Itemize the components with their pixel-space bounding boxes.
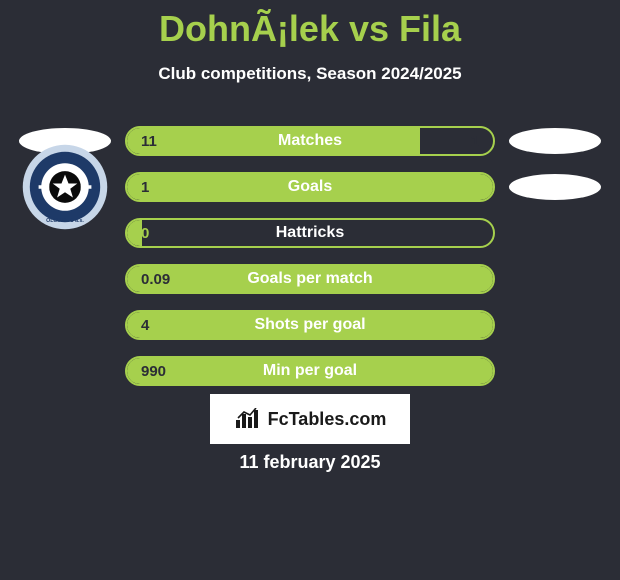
page-subtitle: Club competitions, Season 2024/2025	[0, 64, 620, 84]
stat-right-value: 1	[471, 133, 479, 150]
stat-row: 0.09 Goals per match	[0, 256, 620, 302]
stat-bar: 990 Min per goal	[125, 356, 495, 386]
mini-bar-chart-icon	[234, 408, 262, 430]
stat-bar: 4 Shots per goal	[125, 310, 495, 340]
svg-text:SK SIGMA: SK SIGMA	[50, 154, 81, 161]
stat-bar: 1 Goals	[125, 172, 495, 202]
right-side-slot	[505, 128, 605, 154]
comparison-content: 11 Matches 1 SK SIGMA OLOMOUC a.s.	[0, 118, 620, 394]
watermark-brand: FcTables.com	[268, 409, 387, 430]
fctables-watermark[interactable]: FcTables.com	[210, 394, 410, 444]
page-date: 11 february 2025	[0, 452, 620, 473]
svg-text:OLOMOUC a.s.: OLOMOUC a.s.	[46, 218, 84, 224]
stat-bar: 0.09 Goals per match	[125, 264, 495, 294]
stat-label: Hattricks	[127, 224, 493, 242]
stat-label: Min per goal	[127, 362, 493, 380]
flag-ellipse-icon	[509, 174, 601, 200]
club-crest-icon: SK SIGMA OLOMOUC a.s.	[21, 143, 109, 231]
stat-label: Shots per goal	[127, 316, 493, 334]
flag-ellipse-icon	[509, 128, 601, 154]
stat-row: 990 Min per goal	[0, 348, 620, 394]
left-side-slot: SK SIGMA OLOMOUC a.s.	[15, 143, 115, 231]
stat-label: Goals per match	[127, 270, 493, 288]
stat-label: Matches	[127, 132, 493, 150]
right-side-slot	[505, 174, 605, 200]
stat-row: SK SIGMA OLOMOUC a.s. 1 Goals	[0, 164, 620, 210]
page-title: DohnÃ¡lek vs Fila	[0, 0, 620, 50]
stat-bar: 11 Matches 1	[125, 126, 495, 156]
stat-label: Goals	[127, 178, 493, 196]
stat-row: 4 Shots per goal	[0, 302, 620, 348]
stat-bar: 0 Hattricks	[125, 218, 495, 248]
